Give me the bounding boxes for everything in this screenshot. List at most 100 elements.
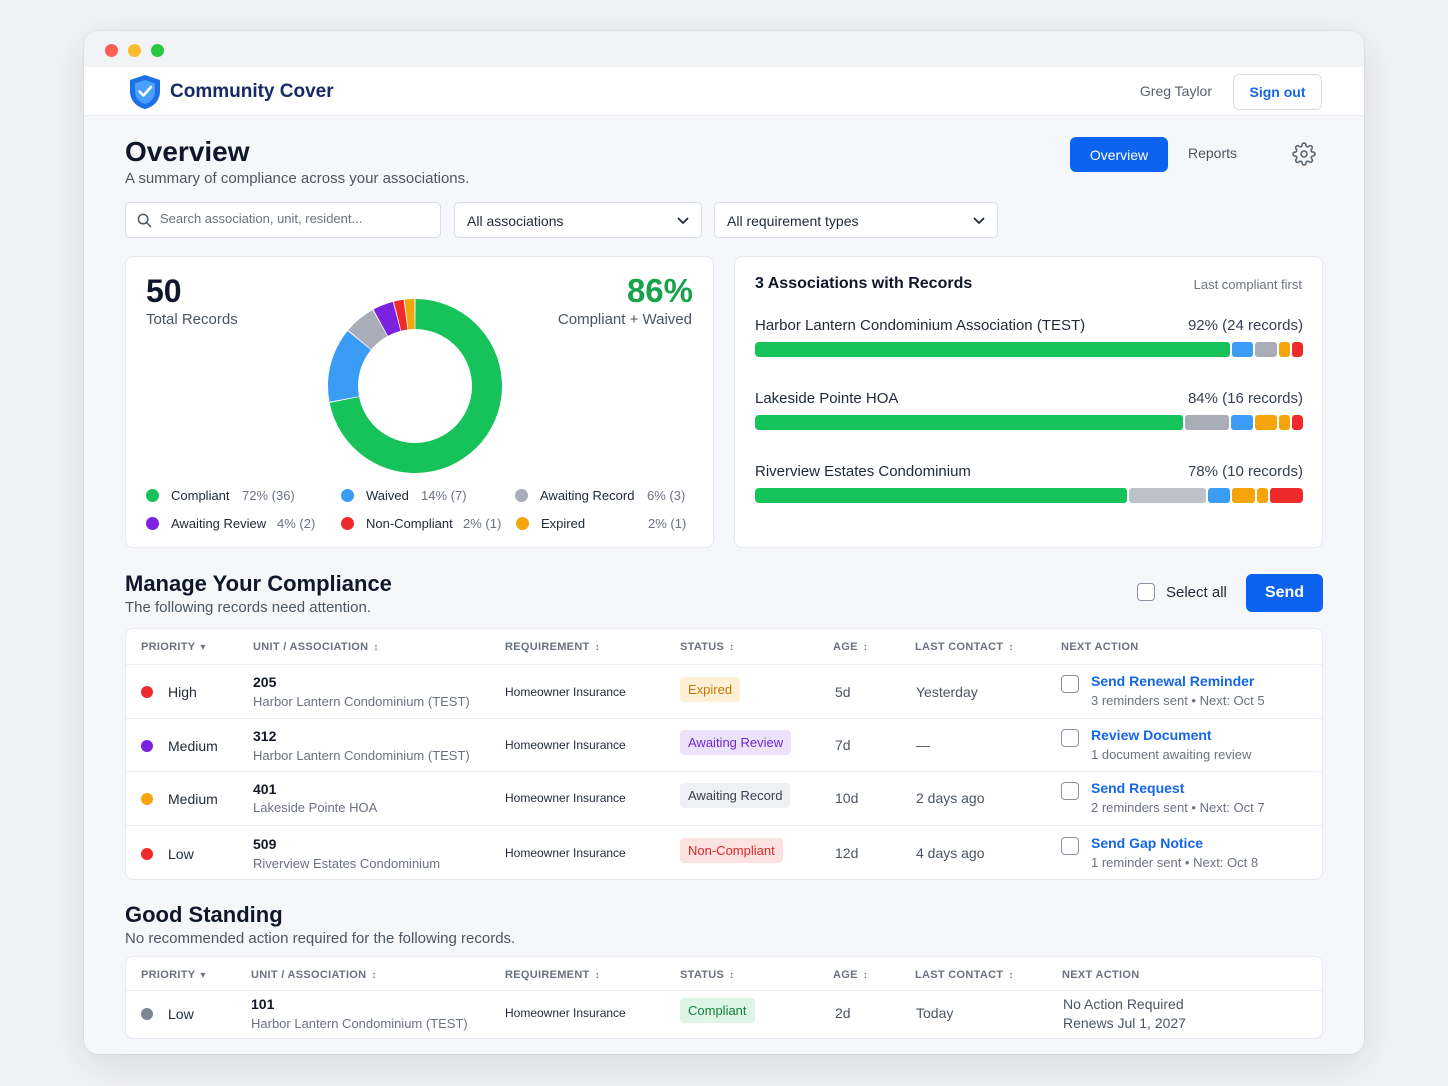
priority-dot <box>141 848 153 860</box>
table-row[interactable]: Medium 312 Harbor Lantern Condominium (T… <box>126 718 1322 771</box>
column-header-last-contact[interactable]: LAST CONTACT ↕ <box>915 969 1014 981</box>
search-input[interactable] <box>160 211 430 226</box>
association-status-bar <box>755 342 1303 357</box>
unit-number: 312 <box>253 728 277 744</box>
bar-segment-expired <box>1279 415 1291 430</box>
search-box[interactable] <box>125 202 441 238</box>
sort-icon: ↕ <box>1008 970 1014 981</box>
requirement: Homeowner Insurance <box>505 846 626 860</box>
tab-overview[interactable]: Overview <box>1070 137 1168 172</box>
row-checkbox[interactable] <box>1061 675 1079 693</box>
associations-sort-label[interactable]: Last compliant first <box>1193 277 1302 292</box>
priority-text: High <box>168 684 197 700</box>
association-name: Riverview Estates Condominium <box>253 856 441 871</box>
requirement: Homeowner Insurance <box>505 791 626 805</box>
association-name: Lakeside Pointe HOA <box>755 390 899 407</box>
column-header-priority[interactable]: PRIORITY ▾ <box>141 969 206 981</box>
last-contact: — <box>916 737 930 753</box>
maximize-window-button[interactable] <box>151 44 164 57</box>
age: 2d <box>835 1005 851 1021</box>
column-header-requirement[interactable]: REQUIREMENT ↕ <box>505 969 600 981</box>
legend-value: 2% (1) <box>463 516 502 531</box>
bar-segment-expired <box>1255 415 1278 430</box>
bar-segment-compliant <box>755 488 1127 503</box>
send-button[interactable]: Send <box>1246 574 1323 612</box>
requirement-type-select[interactable]: All requirement types <box>714 202 998 238</box>
column-header-unit[interactable]: UNIT / ASSOCIATION ↕ <box>253 641 379 653</box>
association-select[interactable]: All associations <box>454 202 702 238</box>
legend-swatch <box>341 489 354 502</box>
legend-value: 6% (3) <box>647 488 686 503</box>
column-header-priority[interactable]: PRIORITY ▾ <box>141 641 206 653</box>
next-action-link[interactable]: Review Document <box>1091 727 1212 743</box>
donut-slice-waived <box>328 330 371 402</box>
next-action-link[interactable]: Send Request <box>1091 780 1185 796</box>
chevron-down-icon <box>677 217 689 224</box>
sign-out-button[interactable]: Sign out <box>1233 74 1322 110</box>
tab-reports[interactable]: Reports <box>1188 145 1238 161</box>
next-action-detail: 3 reminders sent • Next: Oct 5 <box>1091 693 1265 708</box>
table-row[interactable]: Low 509 Riverview Estates Condominium Ho… <box>126 825 1322 880</box>
priority-text: Low <box>168 1006 194 1022</box>
column-header-status[interactable]: STATUS ↕ <box>680 969 735 981</box>
priority-dot <box>141 1008 153 1020</box>
minimize-window-button[interactable] <box>128 44 141 57</box>
column-header-age[interactable]: AGE ↕ <box>833 969 869 981</box>
compliant-percent-label: Compliant + Waived <box>557 311 692 328</box>
bar-segment-compliant <box>755 415 1184 430</box>
search-icon <box>137 213 152 228</box>
column-header-last-contact[interactable]: LAST CONTACT ↕ <box>915 641 1014 653</box>
legend-label: Awaiting Review <box>171 516 267 531</box>
last-contact: 2 days ago <box>916 790 985 806</box>
column-header-unit[interactable]: UNIT / ASSOCIATION ↕ <box>251 969 377 981</box>
row-checkbox[interactable] <box>1061 729 1079 747</box>
last-contact: Today <box>916 1005 954 1021</box>
legend-label: Expired <box>541 516 586 531</box>
requirement: Homeowner Insurance <box>505 738 626 752</box>
unit-number: 401 <box>253 781 277 797</box>
app-header: Community Cover Greg Taylor Sign out <box>84 67 1364 116</box>
bar-segment-expired <box>1256 488 1268 503</box>
next-action-link[interactable]: Send Gap Notice <box>1091 835 1204 851</box>
unit-number: 101 <box>251 996 275 1012</box>
gear-icon[interactable] <box>1292 142 1316 166</box>
checkbox[interactable] <box>1137 583 1155 601</box>
sort-icon: ↕ <box>594 970 600 981</box>
sort-icon: ↕ <box>729 642 735 653</box>
priority-dot <box>141 686 153 698</box>
column-header-requirement[interactable]: REQUIREMENT ↕ <box>505 641 600 653</box>
column-header-status[interactable]: STATUS ↕ <box>680 641 735 653</box>
priority-text: Medium <box>168 791 218 807</box>
association-name: Harbor Lantern Condominium (TEST) <box>253 694 470 709</box>
sort-icon: ↕ <box>373 642 379 653</box>
table-row[interactable]: Medium 401 Lakeside Pointe HOA Homeowner… <box>126 771 1322 825</box>
association-name: Harbor Lantern Condominium (TEST) <box>251 1016 468 1031</box>
association-name: Harbor Lantern Condominium Association (… <box>755 317 1086 334</box>
bar-segment-awaiting-record <box>1185 415 1230 430</box>
next-action-link[interactable]: Send Renewal Reminder <box>1091 673 1255 689</box>
bar-segment-awaiting-record <box>1128 488 1207 503</box>
app-brand: Community Cover <box>170 81 334 102</box>
table-row[interactable]: Low 101 Harbor Lantern Condominium (TEST… <box>126 990 1322 1039</box>
row-checkbox[interactable] <box>1061 782 1079 800</box>
table-row[interactable]: High 205 Harbor Lantern Condominium (TES… <box>126 664 1322 718</box>
column-header-age[interactable]: AGE ↕ <box>833 641 869 653</box>
sort-icon: ▾ <box>200 970 206 981</box>
status-badge: Compliant <box>680 998 755 1023</box>
close-window-button[interactable] <box>105 44 118 57</box>
legend-swatch <box>515 489 528 502</box>
row-checkbox[interactable] <box>1061 837 1079 855</box>
legend-label: Waived <box>366 488 409 503</box>
association-name: Harbor Lantern Condominium (TEST) <box>253 748 470 763</box>
age: 10d <box>835 790 859 806</box>
priority-dot <box>141 740 153 752</box>
legend-value: 72% (36) <box>242 488 295 503</box>
shield-logo-icon <box>130 75 160 109</box>
donut-slice-awaiting-review <box>373 301 401 336</box>
page-title: Overview <box>125 136 250 167</box>
sort-icon: ↕ <box>729 970 735 981</box>
bar-segment-non-compliant <box>1269 488 1303 503</box>
sort-icon: ↕ <box>862 970 869 981</box>
good-standing-table: PRIORITY ▾ UNIT / ASSOCIATION ↕ REQUIREMEN… <box>125 956 1323 1039</box>
requirement: Homeowner Insurance <box>505 1006 626 1020</box>
